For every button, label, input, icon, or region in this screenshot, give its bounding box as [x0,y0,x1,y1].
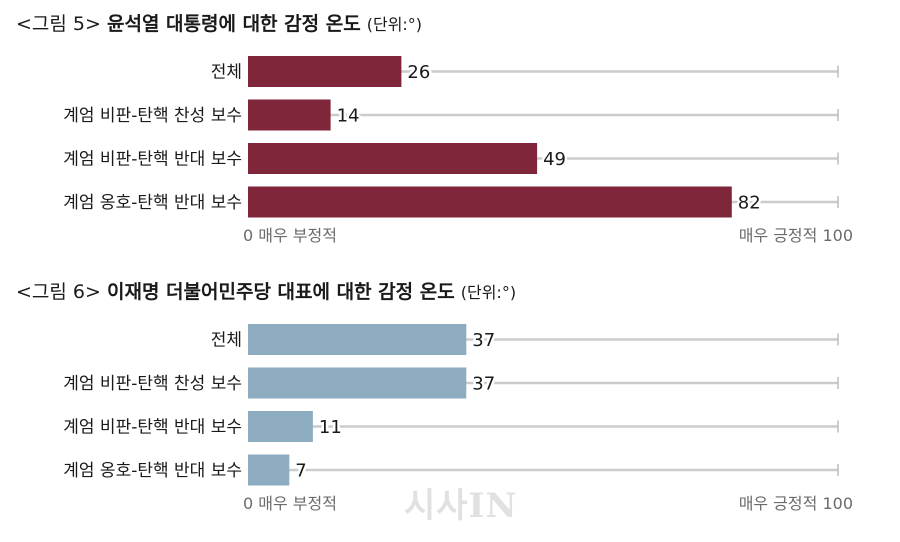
category-label: 계엄 비판-탄핵 반대 보수 [63,418,242,438]
value-label: 11 [319,417,342,438]
category-label: 전체 [211,63,242,83]
chart-6: <그림 6> 이재명 더불어민주당 대표에 대한 감정 온도 (단위:°) 37… [0,268,900,542]
value-label: 37 [472,330,495,351]
chart-6-plot: 37 전체 37 계엄 비판-탄핵 찬성 보수 11 계엄 비판-탄핵 반대 보수 7 계엄 … [63,324,853,513]
bar [248,143,538,174]
chart-5-title-main: 윤석열 대통령에 대한 감정 온도 [106,13,361,35]
value-label: 82 [738,193,761,214]
bar [248,186,732,218]
axis-min-label: 0 매우 부정적 [243,226,337,245]
value-label: 37 [472,374,495,395]
chart-5-title-unit: (단위:°) [366,15,423,34]
watermark-logo: 시사IN [404,486,518,526]
bar [248,367,467,399]
chart-5-title: <그림 5> 윤석열 대통령에 대한 감정 온도 (단위:°) [16,12,422,37]
category-label: 계엄 옹호-탄핵 반대 보수 [63,193,242,213]
value-label: 7 [295,461,306,482]
axis-min-label: 0 매우 부정적 [243,494,337,513]
chart-6-title: <그림 6> 이재명 더불어민주당 대표에 대한 감정 온도 (단위:°) [16,280,516,305]
chart-5-title-prefix: <그림 5> [16,13,101,35]
chart-6-title-unit: (단위:°) [460,283,517,302]
category-label: 계엄 옹호-탄핵 반대 보수 [63,461,242,481]
category-label: 계엄 비판-탄핵 찬성 보수 [63,106,242,126]
bar [248,324,467,355]
axis-max-label: 매우 긍정적 100 [739,226,853,245]
bar [248,411,313,442]
chart-6-title-main: 이재명 더불어민주당 대표에 대한 감정 온도 [106,281,455,303]
value-label: 14 [337,106,360,127]
bar [248,99,331,131]
axis-max-label: 매우 긍정적 100 [739,494,853,513]
bar [248,454,290,486]
chart-5: <그림 5> 윤석열 대통령에 대한 감정 온도 (단위:°) 26 전체 14 계엄… [0,0,900,260]
category-label: 계엄 비판-탄핵 찬성 보수 [63,374,242,394]
chart-6-title-prefix: <그림 6> [16,281,101,303]
bar [248,56,402,87]
value-label: 49 [543,149,566,170]
value-label: 26 [407,62,430,83]
category-label: 계엄 비판-탄핵 반대 보수 [63,150,242,170]
chart-5-plot: 26 전체 14 계엄 비판-탄핵 찬성 보수 49 계엄 비판-탄핵 반대 보수 82 계엄… [63,56,853,245]
category-label: 전체 [211,331,242,351]
